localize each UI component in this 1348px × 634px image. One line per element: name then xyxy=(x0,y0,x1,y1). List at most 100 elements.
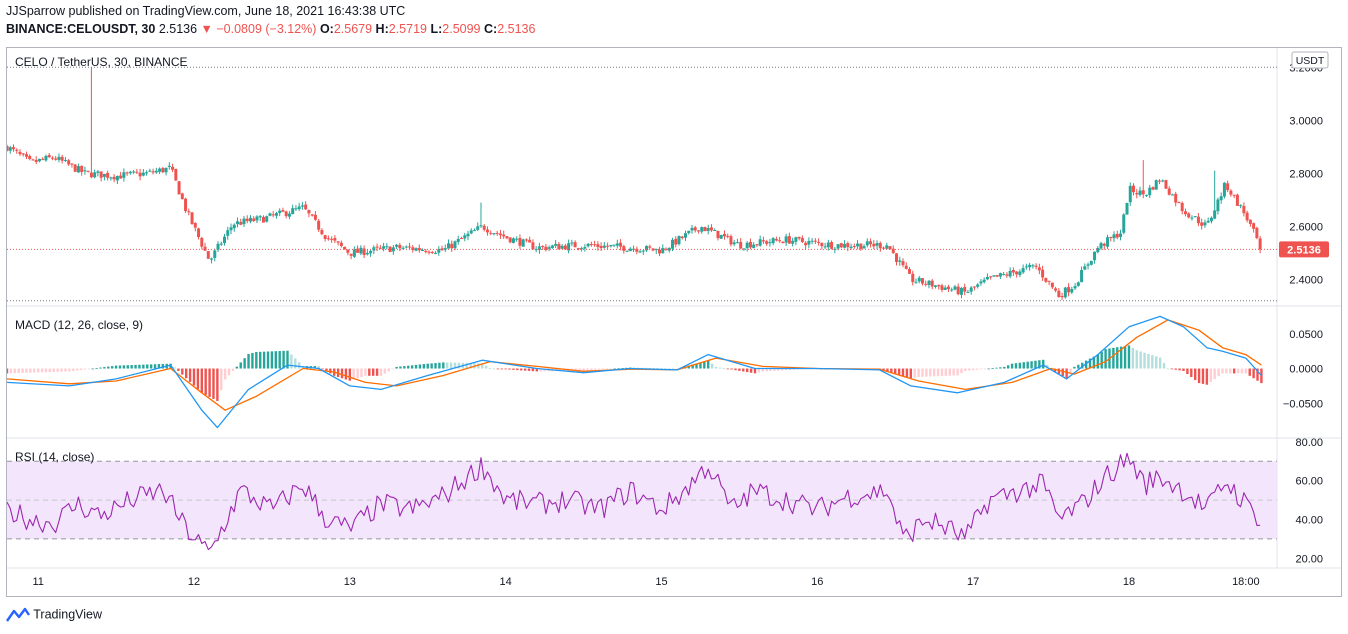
candle xyxy=(521,238,525,247)
candle-body xyxy=(132,171,136,173)
macd-histogram-bar xyxy=(266,351,270,369)
macd-histogram-bar xyxy=(905,368,909,378)
macd-histogram-bar xyxy=(72,368,75,371)
macd-histogram-bar xyxy=(1003,366,1006,369)
candle-body xyxy=(456,238,460,243)
candle-body xyxy=(109,177,113,179)
candle xyxy=(576,247,580,251)
candle-body xyxy=(310,214,314,216)
candle-body xyxy=(1235,194,1239,206)
currency-badge[interactable]: USDT xyxy=(1291,51,1329,69)
candle xyxy=(106,170,110,181)
candle xyxy=(190,212,194,225)
macd-histogram-bar xyxy=(360,368,363,378)
macd-histogram-bar xyxy=(574,368,577,371)
macd-histogram-bar xyxy=(368,368,371,376)
candle-body xyxy=(11,147,15,150)
candle xyxy=(174,168,178,181)
candle xyxy=(735,238,739,244)
macd-histogram-bar xyxy=(594,368,597,370)
candle xyxy=(586,243,590,248)
candle-body xyxy=(1239,205,1243,207)
macd-histogram-bar xyxy=(313,366,316,369)
candle-body xyxy=(171,166,175,170)
macd-histogram-bar xyxy=(352,368,355,380)
candle xyxy=(437,246,441,256)
candle-body xyxy=(1248,219,1252,224)
candle-body xyxy=(359,247,363,254)
candle-body xyxy=(508,237,512,243)
macd-histogram-bar xyxy=(1213,368,1216,380)
candle-body xyxy=(5,145,9,151)
macd-histogram-bar xyxy=(1197,368,1201,384)
candle xyxy=(1073,283,1077,291)
candle-body xyxy=(125,172,129,174)
macd-histogram-bar xyxy=(375,368,379,376)
candle xyxy=(739,238,743,250)
macd-histogram-bar xyxy=(671,368,675,370)
candle xyxy=(852,243,856,249)
candle xyxy=(560,244,564,250)
macd-histogram-bar xyxy=(757,368,761,373)
close-value: 2.5136 xyxy=(497,22,536,36)
candle-body xyxy=(447,243,451,249)
candle-body xyxy=(862,246,866,249)
candle-body xyxy=(404,246,408,248)
candle xyxy=(859,243,863,251)
macd-histogram-bar xyxy=(726,368,729,370)
macd-histogram-bar xyxy=(621,368,624,369)
candle xyxy=(690,225,694,234)
candle-body xyxy=(722,233,726,237)
candle xyxy=(1067,283,1071,297)
candle-body xyxy=(1073,286,1077,289)
macd-histogram-bar xyxy=(414,364,418,369)
candle-body xyxy=(602,245,606,248)
macd-histogram-bar xyxy=(1061,368,1064,376)
candle-body xyxy=(1106,237,1110,247)
macd-histogram-bar xyxy=(223,368,227,380)
time-tick-label: 15 xyxy=(655,576,667,588)
macd-histogram-bar xyxy=(730,368,733,370)
macd-histogram-bar xyxy=(1174,368,1177,370)
candle xyxy=(674,236,678,248)
candle xyxy=(774,236,778,242)
macd-histogram-bar xyxy=(886,368,889,372)
candle-body xyxy=(1044,278,1048,282)
candle xyxy=(485,226,489,236)
candle xyxy=(193,222,197,232)
candle-body xyxy=(255,216,259,221)
macd-histogram-bar xyxy=(1010,363,1014,369)
macd-histogram-bar xyxy=(364,368,367,376)
candle-body xyxy=(1076,282,1080,286)
time-axis[interactable]: 11 12 13 14 15 16 17 18 18:00 xyxy=(32,576,1259,588)
candle xyxy=(632,245,636,253)
candle xyxy=(1089,260,1093,266)
candle-body xyxy=(898,260,902,262)
candle xyxy=(648,244,652,249)
macd-histogram-bar xyxy=(1116,347,1119,369)
candle xyxy=(658,246,662,257)
candle xyxy=(502,230,506,240)
candle xyxy=(573,240,577,248)
candle xyxy=(823,242,827,250)
candle xyxy=(148,168,152,173)
rsi-pane[interactable]: 80.00 60.00 40.00 20.00 xyxy=(6,437,1323,565)
candle xyxy=(537,242,541,254)
candle xyxy=(242,216,246,227)
candle xyxy=(875,240,879,250)
candle-body xyxy=(573,242,577,248)
candle xyxy=(885,242,889,249)
candle xyxy=(661,244,665,254)
macd-histogram-bar xyxy=(469,363,472,369)
macd-histogram-bar xyxy=(1155,356,1158,369)
candle xyxy=(291,204,295,215)
candle xyxy=(408,242,412,250)
macd-histogram-bar xyxy=(297,362,301,369)
candle xyxy=(804,241,808,249)
macd-histogram-bar xyxy=(761,368,764,372)
macd-pane[interactable]: 0.0500 0.0000 −0.0500 xyxy=(5,315,1323,429)
candle xyxy=(453,240,457,251)
